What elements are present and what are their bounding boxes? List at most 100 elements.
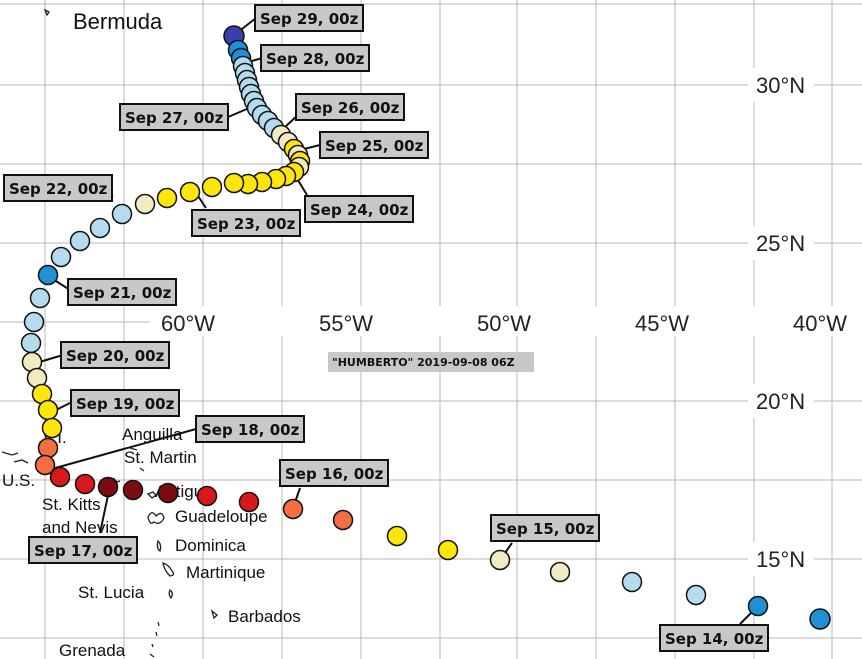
- date-label-sep16: Sep 16, 00z: [279, 459, 389, 487]
- track-point: [332, 509, 354, 531]
- virgin-islands: [1, 451, 29, 464]
- anguilla-label: Anguilla: [122, 425, 183, 444]
- track-point: [157, 482, 179, 504]
- svg-text:Sep 19, 00z: Sep 19, 00z: [76, 395, 175, 413]
- st-martin-label: St. Martin: [124, 448, 197, 467]
- track-point: [41, 417, 63, 439]
- track-point: [386, 525, 408, 547]
- date-label-sep29: Sep 29, 00z: [254, 4, 364, 32]
- anguilla-island: [129, 447, 138, 451]
- guadeloupe-label: Guadeloupe: [175, 507, 268, 526]
- track-point: [747, 595, 769, 617]
- lon-label-40: 40°W: [793, 311, 847, 336]
- date-label-sep28: Sep 28, 00z: [260, 44, 370, 72]
- svg-text:Sep 17, 00z: Sep 17, 00z: [34, 542, 133, 560]
- storm-track: [20, 25, 831, 630]
- grenada-label: Grenada: [59, 641, 126, 659]
- track-point: [282, 498, 304, 520]
- date-label-sep22: Sep 22, 00z: [3, 174, 113, 202]
- date-label-sep21: Sep 21, 00z: [67, 278, 177, 306]
- lat-label-25: 25°N: [756, 231, 805, 256]
- dominica-island: [156, 539, 162, 553]
- date-label-sep17: Sep 17, 00z: [28, 536, 138, 564]
- svg-text:Sep 16, 00z: Sep 16, 00z: [285, 465, 384, 483]
- island-outlines: [1, 8, 218, 658]
- track-point: [238, 491, 260, 513]
- svg-text:Sep 18, 00z: Sep 18, 00z: [201, 421, 300, 439]
- us-label: U.S.: [2, 471, 35, 490]
- guadeloupe-island: [147, 512, 165, 524]
- date-label-sep24: Sep 24, 00z: [304, 195, 414, 223]
- svg-text:Sep 29, 00z: Sep 29, 00z: [260, 10, 359, 28]
- date-label-sep14: Sep 14, 00z: [659, 624, 769, 652]
- track-point: [196, 485, 218, 507]
- track-point: [223, 172, 245, 194]
- track-point: [179, 181, 201, 203]
- lon-label-60: 60°W: [161, 311, 215, 336]
- lat-label-15: 15°N: [756, 547, 805, 572]
- grenada-island: [149, 653, 155, 658]
- track-point: [89, 217, 111, 239]
- latitude-labels: 30°N 25°N 20°N 15°N: [756, 73, 805, 572]
- track-point: [122, 479, 144, 501]
- track-point: [685, 584, 707, 606]
- svg-text:Sep 26, 00z: Sep 26, 00z: [301, 99, 400, 117]
- track-point: [437, 539, 459, 561]
- st-lucia-island: [168, 588, 173, 600]
- lat-label-20: 20°N: [756, 389, 805, 414]
- bermuda-island: [43, 8, 50, 17]
- lat-label-30: 30°N: [756, 73, 805, 98]
- date-label-sep15: Sep 15, 00z: [490, 514, 600, 542]
- st-lucia-label: St. Lucia: [78, 583, 145, 602]
- track-point: [156, 187, 178, 209]
- date-labels: Sep 29, 00z Sep 28, 00z Sep 27, 00z Sep …: [3, 4, 769, 652]
- barbados-label: Barbados: [228, 607, 301, 626]
- track-point: [37, 264, 59, 286]
- barbados-island: [210, 609, 218, 620]
- dominica-label: Dominica: [175, 536, 246, 555]
- longitude-labels: 60°W 55°W 50°W 45°W 40°W: [161, 311, 847, 336]
- svg-text:Sep 22, 00z: Sep 22, 00z: [9, 180, 108, 198]
- track-point: [134, 193, 156, 215]
- svg-text:Sep 28, 00z: Sep 28, 00z: [266, 50, 365, 68]
- track-point: [809, 608, 831, 630]
- grenadines-islands: [151, 621, 160, 648]
- track-point: [29, 287, 51, 309]
- martinique-label: Martinique: [186, 563, 265, 582]
- bermuda-label: Bermuda: [73, 9, 163, 34]
- map-title: "HUMBERTO" 2019-09-08 06Z: [328, 352, 534, 372]
- track-point: [74, 473, 96, 495]
- track-point: [50, 246, 72, 268]
- lon-label-50: 50°W: [477, 311, 531, 336]
- svg-text:Sep 24, 00z: Sep 24, 00z: [310, 201, 409, 219]
- track-point: [549, 561, 571, 583]
- track-point: [69, 230, 91, 252]
- track-point: [97, 476, 119, 498]
- date-label-sep23: Sep 23, 00z: [191, 209, 301, 237]
- track-point: [489, 549, 511, 571]
- track-point: [37, 399, 59, 421]
- date-label-sep19: Sep 19, 00z: [70, 389, 180, 417]
- date-label-sep18: Sep 18, 00z: [195, 415, 305, 443]
- lon-label-55: 55°W: [319, 311, 373, 336]
- date-label-sep20: Sep 20, 00z: [60, 341, 170, 369]
- svg-text:Sep 14, 00z: Sep 14, 00z: [665, 630, 764, 648]
- track-point: [201, 176, 223, 198]
- track-point: [23, 311, 45, 333]
- map-title-text: "HUMBERTO" 2019-09-08 06Z: [332, 356, 515, 369]
- svg-text:Sep 27, 00z: Sep 27, 00z: [125, 109, 224, 127]
- date-label-sep26: Sep 26, 00z: [295, 93, 405, 121]
- svg-text:Sep 21, 00z: Sep 21, 00z: [73, 284, 172, 302]
- and-nevis-label: and Nevis: [42, 518, 118, 537]
- date-label-sep25: Sep 25, 00z: [319, 131, 429, 159]
- date-label-sep27: Sep 27, 00z: [119, 103, 229, 131]
- svg-text:Sep 25, 00z: Sep 25, 00z: [325, 137, 424, 155]
- track-point: [37, 437, 59, 459]
- svg-text:Sep 23, 00z: Sep 23, 00z: [197, 215, 296, 233]
- lon-label-45: 45°W: [635, 311, 689, 336]
- st-kitts-label: St. Kitts: [42, 495, 101, 514]
- track-point: [49, 466, 71, 488]
- track-point: [20, 332, 42, 354]
- svg-text:Sep 20, 00z: Sep 20, 00z: [66, 347, 165, 365]
